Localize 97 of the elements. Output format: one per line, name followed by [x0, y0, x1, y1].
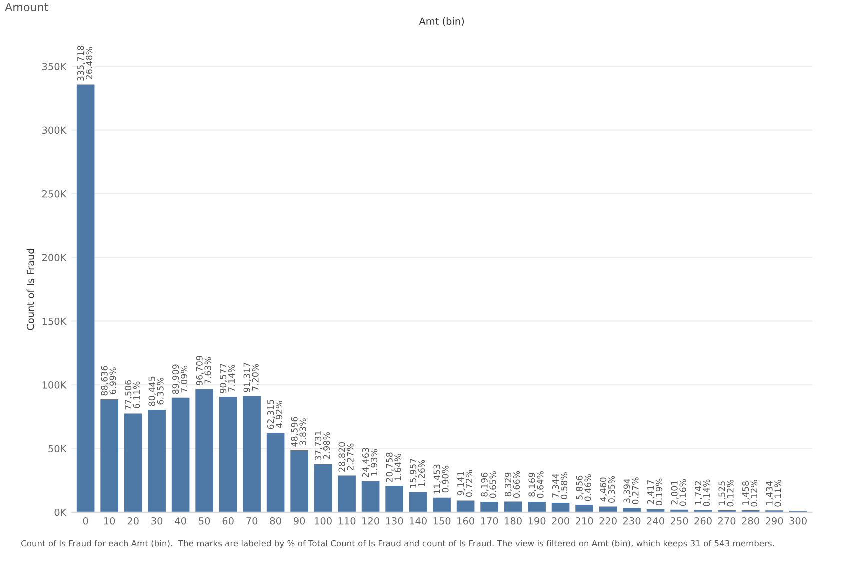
y-axis-title: Count of Is Fraud [26, 249, 34, 330]
x-tick-label: 300 [790, 517, 807, 525]
bar [100, 400, 118, 512]
data-label: 2,001 0.16% [671, 479, 686, 506]
bar [76, 84, 95, 512]
y-tick-label: 350K [42, 63, 67, 70]
bar [266, 433, 285, 512]
data-label: 7,344 0.58% [552, 472, 568, 500]
x-tick-label: 60 [222, 517, 234, 525]
data-label: 91,317 7.20% [244, 363, 259, 392]
bar [219, 397, 238, 512]
y-tick-label: 50K [48, 445, 67, 453]
bar [552, 503, 570, 512]
data-label: 8,196 0.65% [481, 471, 496, 498]
data-label: 3,394 0.27% [624, 478, 639, 504]
bar [314, 464, 332, 512]
data-label: 28,820 2.27% [338, 442, 354, 472]
x-tick-label: 160 [458, 517, 474, 525]
x-tick-label: 220 [600, 517, 617, 525]
bar [456, 500, 475, 512]
x-tick-label: 230 [623, 517, 641, 525]
bar [124, 414, 142, 512]
x-tick-label: 100 [315, 517, 332, 525]
bar [290, 450, 308, 512]
data-label: 1,434 0.11% [766, 480, 782, 507]
bar [338, 476, 356, 512]
data-label: 9,141 0.72% [457, 470, 473, 498]
x-tick-label: 40 [175, 517, 186, 525]
data-label: 96,709 7.63% [196, 356, 212, 386]
data-label: 1,742 0.14% [694, 480, 710, 506]
data-label: 335,718 26.48% [78, 46, 93, 81]
bar [576, 504, 594, 512]
x-tick-label: 50 [199, 517, 210, 525]
data-label: 8,169 0.64% [528, 472, 544, 498]
bar [599, 506, 618, 512]
x-tick-label: 280 [742, 517, 760, 525]
x-tick-label: 20 [128, 517, 139, 525]
data-label: 5,856 0.46% [576, 474, 592, 502]
x-tick-label: 0 [83, 517, 88, 525]
x-tick-label: 80 [270, 517, 282, 525]
data-label: 11,453 0.90% [434, 464, 449, 494]
x-tick-label: 250 [670, 517, 688, 525]
y-tick-label: 250K [42, 190, 67, 198]
y-tick-label: 150K [42, 318, 67, 326]
bar [504, 502, 522, 512]
y-tick-label: 300K [42, 126, 67, 134]
x-tick-label: 30 [152, 517, 163, 525]
chart-title: Amount [5, 3, 48, 12]
x-tick-label: 70 [246, 517, 258, 525]
bar [196, 389, 214, 512]
bar [623, 508, 641, 512]
bar [172, 398, 190, 512]
x-tick-label: 90 [294, 517, 306, 525]
data-label: 15,957 1.26% [410, 459, 426, 488]
bar [480, 502, 498, 512]
x-tick-label: 240 [647, 517, 664, 525]
text: Count of Is Fraud for each Amt (bin). The marks are labeled by % of Total Count of Is Fraud and count of Is Fraud. The view is filtered on Amt (bin), which keeps 31 of 543 members. [22, 540, 774, 548]
data-label: 4,460 0.35% [600, 476, 616, 503]
data-label: 20,758 1.64% [386, 452, 402, 482]
x-tick-label: 260 [694, 517, 712, 525]
bar [148, 410, 166, 512]
data-label: 88,636 6.99% [101, 366, 116, 396]
bar [528, 502, 546, 512]
x-axis-title: Amt (bin) [419, 18, 464, 26]
y-tick-label: 200K [42, 254, 67, 262]
x-tick-label: 180 [505, 517, 522, 525]
data-label: 24,463 1.93% [362, 448, 378, 478]
x-tick-label: 290 [766, 517, 784, 525]
bar [386, 486, 404, 512]
data-label: 77,506 6.11% [125, 380, 140, 410]
x-tick-label: 200 [552, 517, 570, 525]
x-tick-label: 170 [481, 517, 498, 525]
x-tick-label: 210 [576, 517, 594, 525]
x-tick-label: 10 [104, 517, 116, 525]
data-label: 80,445 6.35% [148, 376, 164, 406]
data-label: 1,525 0.12% [718, 480, 734, 507]
data-label: 2,417 0.19% [647, 478, 663, 506]
x-tick-label: 150 [434, 517, 451, 525]
x-tick-label: 190 [528, 517, 546, 525]
bar [362, 481, 380, 512]
data-label: 48,596 3.83% [291, 417, 306, 447]
y-tick-label: 100K [42, 382, 67, 389]
bar [243, 396, 261, 512]
x-tick-label: 120 [362, 517, 380, 525]
data-label: 89,909 7.09% [172, 364, 188, 394]
data-label: 37,731 2.98% [314, 431, 330, 460]
data-label: 1,458 0.12% [742, 480, 758, 507]
bar [433, 498, 451, 512]
x-tick-label: 140 [410, 517, 427, 525]
data-label: 90,577 7.14% [220, 364, 236, 394]
y-tick-label: 0K [54, 508, 67, 516]
x-tick-label: 270 [718, 517, 736, 525]
data-label: 62,315 4.92% [267, 400, 283, 430]
x-tick-label: 110 [338, 517, 356, 525]
x-tick-label: 130 [386, 517, 404, 525]
bar [409, 492, 428, 512]
data-label: 8,329 0.66% [504, 471, 520, 498]
